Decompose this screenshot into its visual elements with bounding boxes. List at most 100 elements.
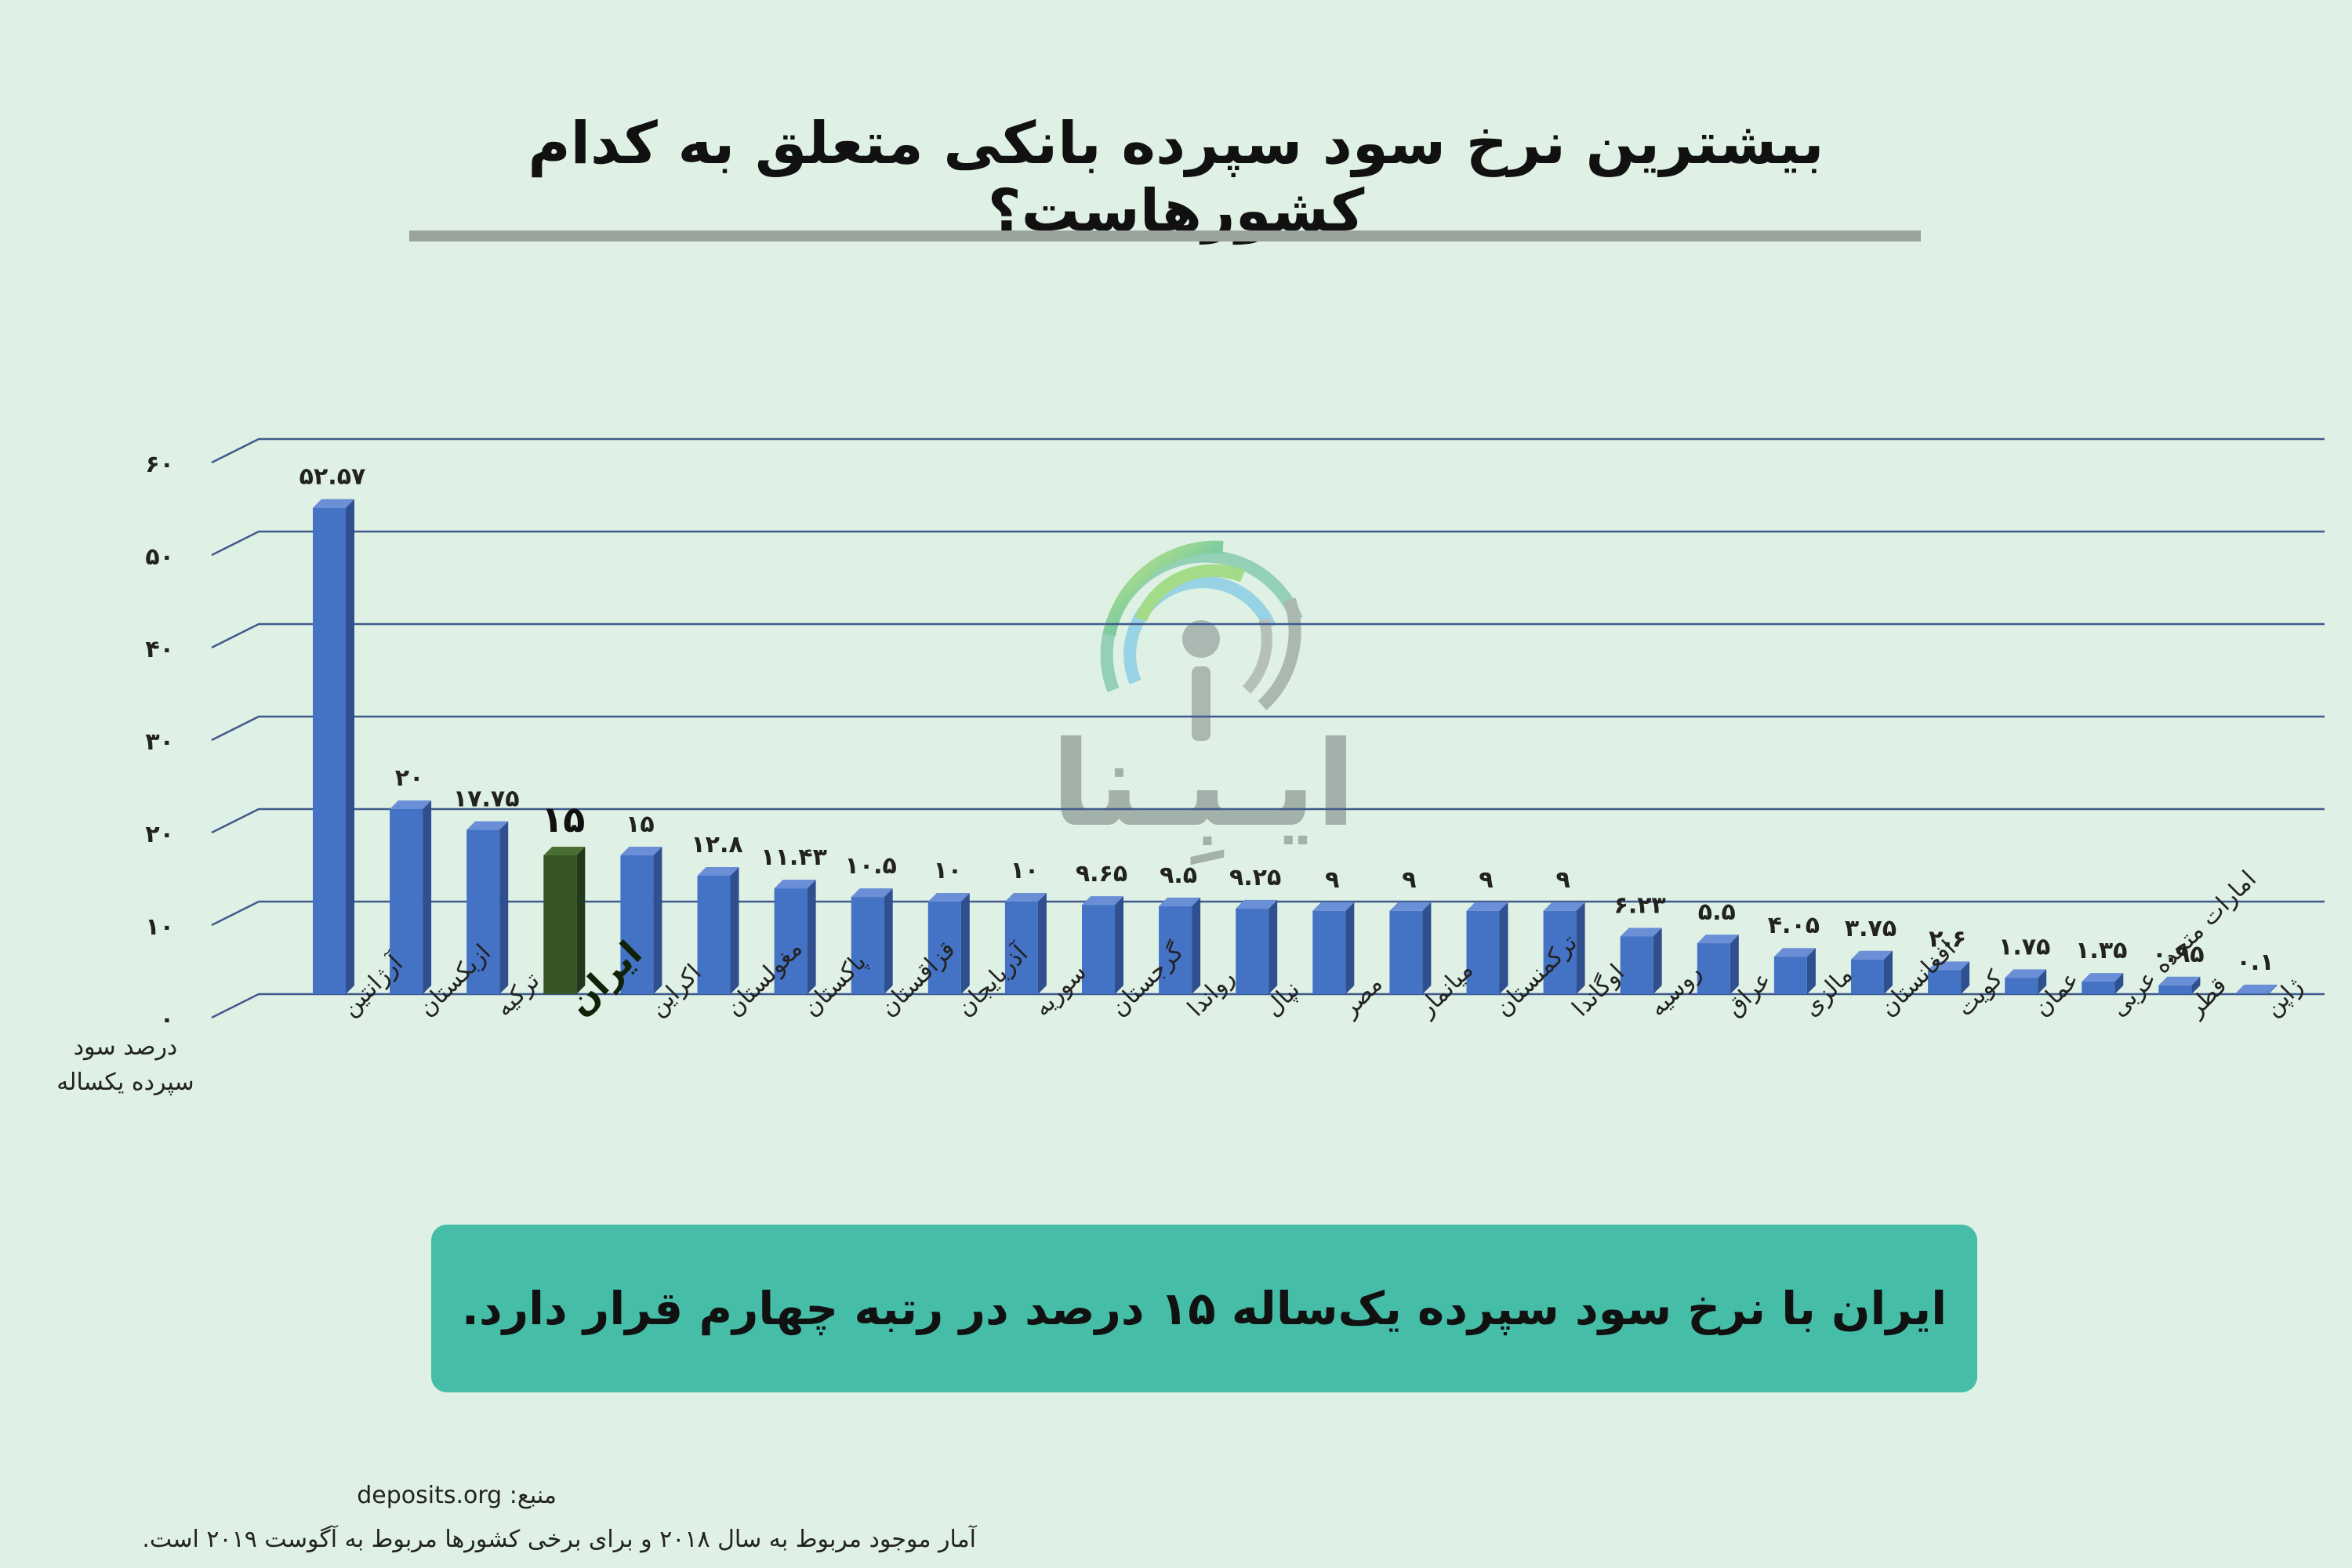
bar-top xyxy=(313,499,354,508)
signal-broadcast-icon xyxy=(1100,540,1303,741)
bar-side xyxy=(653,847,662,994)
bar-top xyxy=(1389,902,1432,911)
gridline xyxy=(211,715,2325,742)
bar-side xyxy=(1499,902,1508,994)
bar-top xyxy=(1928,961,1970,971)
bar-side xyxy=(1961,961,1970,994)
bar-value-label: ۹ xyxy=(1402,866,1416,894)
bar-top xyxy=(1620,927,1662,937)
bar-top xyxy=(1697,935,1739,944)
bar-group xyxy=(313,499,354,994)
callout-text: ایران با نرخ سود سپرده یک‌ساله ۱۵ درصد د… xyxy=(461,1282,1947,1335)
bar-group xyxy=(1543,902,1585,994)
y-tick-label: ۲۰ xyxy=(145,821,174,848)
bar-value-label: ۱۵ xyxy=(541,798,585,840)
bar-group xyxy=(2082,973,2124,994)
bar-group xyxy=(697,866,739,994)
bar-value-label: ۱۲.۸ xyxy=(691,831,742,858)
bar-side xyxy=(1730,935,1739,994)
bar-side xyxy=(1269,899,1278,994)
source-text: منبع: deposits.org xyxy=(357,1482,557,1509)
bar-top xyxy=(774,880,816,889)
bar xyxy=(313,507,346,994)
bar-top xyxy=(466,821,509,830)
bar-group xyxy=(1389,902,1432,994)
bar-value-label: ۰.۱ xyxy=(2236,949,2274,976)
page-title: بیشترین نرخ سود سپرده بانکی متعلق به کدا… xyxy=(528,110,1824,245)
bar-top xyxy=(1236,899,1278,909)
bar-value-label: ۲۰ xyxy=(395,764,424,792)
title-divider xyxy=(409,230,1921,241)
bar-value-label: ۱۰ xyxy=(1011,857,1040,884)
y-tick-label: ۱۰ xyxy=(145,913,174,941)
bar xyxy=(1312,910,1346,994)
watermark-text: ایـبِـنا xyxy=(1051,717,1356,866)
bar-top xyxy=(851,888,893,898)
bar-group xyxy=(1004,893,1047,994)
bar xyxy=(1082,905,1115,994)
bar-side xyxy=(1653,927,1662,994)
watermark-logo: ایـبِـنا xyxy=(1051,540,1356,866)
bar-value-label: ۹ xyxy=(1325,866,1339,894)
bar-top xyxy=(2005,969,2047,978)
bar-group xyxy=(620,847,662,994)
y-tick-label: ۴۰ xyxy=(145,636,174,663)
bar-group xyxy=(2005,969,2047,994)
y-axis-label-line1: درصد سود xyxy=(74,1033,178,1061)
bar-value-label: ۵.۵ xyxy=(1698,898,1736,926)
bar xyxy=(1697,943,1730,994)
bar-top xyxy=(1159,897,1201,906)
bar-value-label: ۱.۷۵ xyxy=(1998,933,2050,960)
y-axis-label-line2: سپرده یکساله xyxy=(56,1069,194,1096)
gridline xyxy=(211,622,2325,649)
bar xyxy=(851,897,884,994)
bar-group xyxy=(851,888,893,994)
bar-group xyxy=(1236,899,1278,994)
bar-group xyxy=(466,821,509,994)
bar-value-label: ۹.۶۵ xyxy=(1076,860,1127,887)
bar-top xyxy=(390,800,432,809)
bar xyxy=(1773,956,1807,994)
bar xyxy=(927,902,961,994)
bar-group xyxy=(543,847,586,994)
bar-group xyxy=(1851,950,1893,994)
bar-top xyxy=(697,866,739,876)
bar-value-label: ۴.۰۵ xyxy=(1768,912,1820,939)
bar-top xyxy=(1543,902,1585,911)
gridline xyxy=(211,808,2325,834)
bar-side xyxy=(423,800,432,994)
bar-value-label: ۱۵ xyxy=(626,811,655,838)
bar-value-label: ۲.۶ xyxy=(1929,925,1966,953)
bar-side xyxy=(2191,976,2201,994)
bar xyxy=(1004,902,1038,994)
y-tick-label: ۵۰ xyxy=(145,543,174,571)
bar-side xyxy=(2038,969,2047,994)
bar-top xyxy=(2235,984,2278,993)
bar-side xyxy=(1422,902,1432,994)
bar-group xyxy=(1928,961,1970,994)
bar-group xyxy=(2158,976,2201,994)
bar-value-label: ۱۰ xyxy=(933,857,962,884)
bar xyxy=(697,875,731,994)
bar-value-label: ۱.۳۵ xyxy=(2075,937,2127,964)
bar xyxy=(466,829,500,994)
bar xyxy=(1389,910,1423,994)
bar xyxy=(1159,906,1192,994)
bar xyxy=(2005,978,2038,994)
y-tick-label: ۶۰ xyxy=(145,451,174,478)
bar-top xyxy=(1004,893,1047,902)
bar-side xyxy=(884,888,893,994)
bar xyxy=(1851,959,1884,994)
bar-side xyxy=(346,499,354,994)
bar-top xyxy=(1851,950,1893,960)
category-label: ژاپن xyxy=(2259,973,2308,1022)
y-tick-label: ۰ xyxy=(160,1006,174,1033)
bar-group xyxy=(2235,984,2278,994)
bar-group xyxy=(390,800,432,994)
bar-top xyxy=(543,847,586,855)
bar-top xyxy=(1312,902,1355,911)
bar-group xyxy=(1466,902,1508,994)
bar-top xyxy=(2082,973,2124,982)
